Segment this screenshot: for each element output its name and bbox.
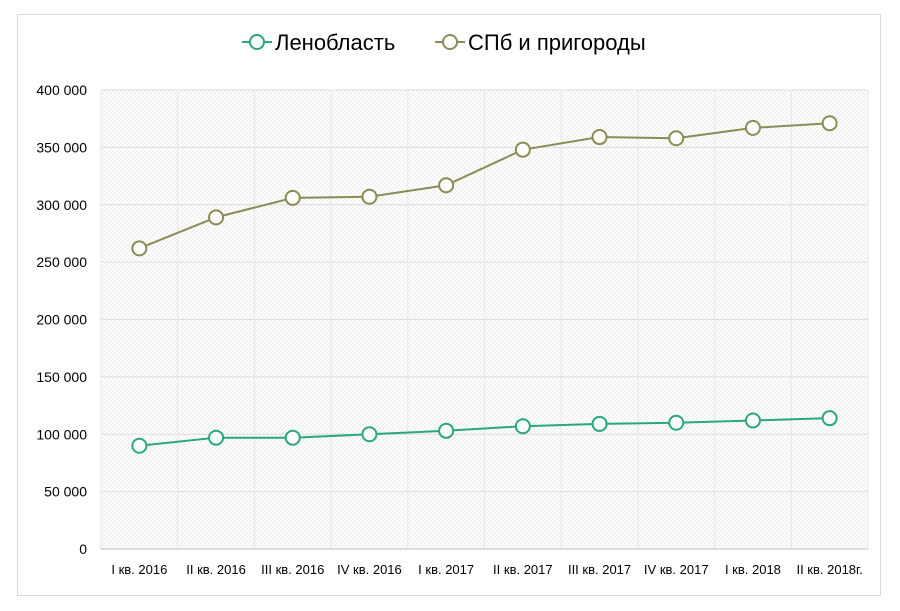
data-point [591, 129, 608, 146]
legend-marker [442, 34, 458, 50]
legend-label: СПб и пригороды [468, 30, 646, 55]
x-tick-label: II кв. 2018г. [796, 562, 862, 577]
data-point [131, 437, 148, 454]
data-point [744, 412, 761, 429]
data-point [361, 426, 378, 443]
data-point [591, 415, 608, 432]
x-tick-label: I кв. 2017 [418, 562, 474, 577]
series-group [131, 115, 838, 454]
x-tick-label: II кв. 2017 [493, 562, 553, 577]
data-point [208, 209, 225, 226]
y-tick-label: 200 000 [36, 312, 87, 328]
y-axis: 0 50 000 100 000 150 000 200 000 250 000 300 0… [36, 82, 87, 557]
series-line-0 [139, 417, 830, 447]
y-tick-label: 400 000 [36, 82, 87, 98]
data-point [438, 422, 455, 439]
series-line-1 [138, 122, 830, 250]
data-point [668, 414, 685, 431]
x-tick-label: I кв. 2018 [725, 562, 781, 577]
y-tick-label: 150 000 [36, 369, 87, 385]
legend-label: Ленобласть [275, 30, 395, 55]
legend: Ленобласть СПб и пригороды [242, 30, 646, 55]
data-point [821, 115, 838, 132]
data-point [821, 410, 838, 427]
data-point [284, 429, 301, 446]
legend-marker [249, 34, 265, 50]
x-tick-label: I кв. 2016 [111, 562, 167, 577]
data-point [438, 177, 455, 194]
data-point [131, 240, 148, 257]
y-tick-label: 250 000 [36, 254, 87, 270]
x-tick-label: III кв. 2017 [568, 562, 631, 577]
x-tick-label: II кв. 2016 [186, 562, 246, 577]
y-tick-label: 300 000 [36, 197, 87, 213]
y-tick-label: 350 000 [36, 139, 87, 155]
x-tick-label: III кв. 2016 [261, 562, 324, 577]
y-tick-label: 0 [79, 541, 87, 557]
data-point [361, 188, 378, 205]
data-point [514, 418, 531, 435]
data-point [284, 189, 301, 206]
data-point [744, 119, 761, 136]
gridlines [100, 89, 869, 550]
y-tick-label: 100 000 [36, 426, 87, 442]
data-point [668, 130, 685, 147]
x-tick-label: IV кв. 2017 [644, 562, 709, 577]
data-point [514, 141, 531, 158]
y-tick-label: 50 000 [44, 484, 87, 500]
data-point [208, 429, 225, 446]
x-tick-label: IV кв. 2016 [337, 562, 402, 577]
x-axis: I кв. 2016 II кв. 2016 III кв. 2016 IV кв. … [101, 548, 868, 577]
